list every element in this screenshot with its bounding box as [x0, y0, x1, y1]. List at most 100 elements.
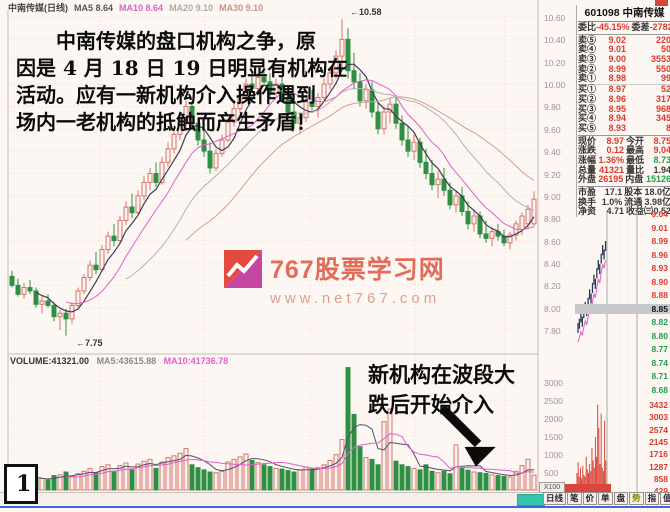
detail-row: 换手 1.0% 流通 3.98亿 — [578, 196, 670, 208]
volume-note-line: 新机构在波段大 — [368, 362, 515, 387]
ask-row: 卖④ 9.01 50 — [578, 45, 670, 55]
detail-label: 今开 — [626, 135, 645, 146]
volume-note: 新机构在波段大 跌后开始介入 — [368, 360, 515, 420]
ma30-line — [185, 96, 535, 241]
level-volume: 345 — [655, 113, 670, 124]
detail-value: 0.52 — [653, 206, 670, 217]
chart-title: 中南传媒(日线) — [8, 3, 68, 13]
bid-row: 买② 8.96 317 — [578, 94, 670, 105]
tab-盘[interactable]: 盘 — [613, 492, 629, 505]
tab-笔[interactable]: 笔 — [567, 492, 582, 505]
note-line: 因是 4 月 18 日 19 日明显有机构在 — [16, 56, 348, 80]
detail-label: 收益㈢ — [626, 206, 654, 217]
detail-row: 现价 8.97 今开 8.75 — [578, 135, 670, 147]
tab-指[interactable]: 指 — [644, 492, 660, 505]
volume-ma5-line — [35, 424, 535, 480]
weibi-label: 委比 — [578, 22, 597, 32]
level-volume: 550 — [655, 63, 670, 74]
level-volume: 968 — [655, 103, 670, 114]
level-label: 买④ — [578, 113, 597, 124]
level-label: 卖④ — [578, 44, 597, 55]
level-price: 9.01 — [608, 44, 626, 55]
level-price: 8.98 — [608, 73, 626, 84]
level-label: 卖⑤ — [578, 34, 597, 45]
note-line: 场内一老机构的抵触而产生矛盾！ — [16, 110, 316, 134]
level-label: 卖② — [578, 63, 597, 74]
alert-badge — [565, 484, 611, 493]
annotation-arrow-icon — [438, 404, 496, 467]
ladder-volume: 3432 — [649, 400, 668, 410]
volume-tick: 1000 — [544, 450, 563, 460]
tab-值[interactable]: 值 — [660, 492, 670, 505]
weicha-label: 委差 — [631, 22, 650, 32]
detail-label: 流通 — [624, 196, 643, 207]
detail-value: 8.75 — [653, 135, 670, 146]
level-volume: 220 — [655, 34, 670, 45]
level-price: 9.00 — [608, 54, 626, 65]
detail-value: 9.04 — [653, 145, 670, 156]
ask-row: 卖① 8.98 99 — [578, 74, 670, 84]
detail-label: 净资 — [578, 206, 597, 217]
weibi-row: 委比 -45.15% 委差 -2782 — [578, 22, 670, 33]
detail-row: 总量 41321 量比 1.94 — [578, 165, 670, 176]
volume-ma10-line — [65, 433, 535, 478]
detail-label: 涨跌 — [578, 145, 597, 156]
tab-价[interactable]: 价 — [582, 492, 598, 505]
ladder-price: 9.01 — [651, 222, 668, 233]
price-tick: 8.00 — [544, 303, 561, 314]
detail-value: 1.0% — [601, 196, 623, 207]
price-tick: 10.60 — [544, 13, 566, 23]
bid-row: 买⑤ 8.93 8 — [578, 122, 670, 134]
timeline-strip[interactable] — [0, 492, 540, 507]
ladder-price: 8.99 — [651, 236, 668, 246]
ladder-volume: 2574 — [649, 424, 668, 435]
ladder-price: 8.77 — [651, 344, 668, 354]
bid-row: 买① 8.97 52 — [578, 84, 670, 95]
detail-row: 涨跌 0.12 最高 9.04 — [578, 146, 670, 156]
level-label: 买① — [578, 84, 597, 95]
level-volume: 99 — [660, 73, 670, 84]
ladder-price: 8.96 — [651, 249, 668, 260]
volume-tick: 2500 — [544, 396, 563, 406]
ladder-price: 8.88 — [651, 290, 668, 300]
ma10-line — [65, 79, 535, 305]
detail-label: 最高 — [626, 145, 645, 156]
volume-tick: 3000 — [544, 378, 563, 388]
ask-row: 卖② 8.99 550 — [578, 63, 670, 75]
detail-label: 涨幅 — [578, 154, 597, 165]
quote-details: 现价 8.97 今开 8.75 涨跌 0.12 最高 9.04 涨幅 1.36% 最低 8.73 总量 4… — [578, 135, 670, 218]
ladder-price: 8.71 — [651, 371, 668, 381]
ladder-volume: 3003 — [649, 412, 668, 423]
tab-单[interactable]: 单 — [598, 492, 613, 505]
ma-label: MA20 9.10 — [169, 3, 214, 13]
tab-日线[interactable]: 日线 — [543, 492, 567, 505]
low-price-marker: ←7.75 — [76, 338, 103, 348]
ladder-price: 9.04 — [651, 209, 668, 219]
volume-header: VOLUME:41321.00 MA5:43615.88 MA10:41736.… — [10, 356, 233, 366]
chart-header: 中南传媒(日线) MA5 8.64 MA10 8.64 MA20 9.10 MA30 9… — [8, 1, 275, 14]
figure-number-box: 1 — [4, 464, 38, 504]
ladder-price: 8.93 — [651, 263, 668, 273]
detail-value: 26195 — [598, 174, 624, 185]
stock-code: 601098 — [584, 7, 620, 19]
tab-势[interactable]: 势 — [629, 492, 644, 505]
ladder-volume: 1716 — [649, 449, 668, 460]
analysis-note: 中南传媒的盘口机构之争，原 因是 4 月 18 日 19 日明显有机构在 活动。… — [16, 28, 360, 136]
volume-tick: 2000 — [544, 414, 563, 424]
level-price: 9.02 — [608, 34, 626, 45]
level-price: 8.93 — [608, 122, 626, 133]
ladder-price: 8.85 — [575, 303, 670, 314]
ladder-volume: 2145 — [649, 436, 668, 447]
ma-label: MA10 8.64 — [119, 3, 164, 13]
note-line: 活动。应有一新机构介入操作遇到 — [16, 83, 316, 107]
volume-tick: 500 — [544, 468, 559, 478]
price-tick: 9.80 — [544, 102, 561, 113]
note-line: 中南传媒的盘口机构之争，原 — [16, 29, 316, 53]
price-tick: 9.20 — [544, 169, 561, 180]
level-label: 买③ — [578, 103, 597, 114]
bid-row: 买③ 8.95 968 — [578, 103, 670, 115]
ladder-price: 8.74 — [651, 357, 668, 368]
watermark-url: www.net767.com — [270, 290, 441, 307]
level-price: 8.97 — [608, 84, 626, 95]
price-axis: 10.60 10.40 10.20 10.00 9.80 9.60 9.40 9.20 9.00… — [540, 0, 574, 492]
